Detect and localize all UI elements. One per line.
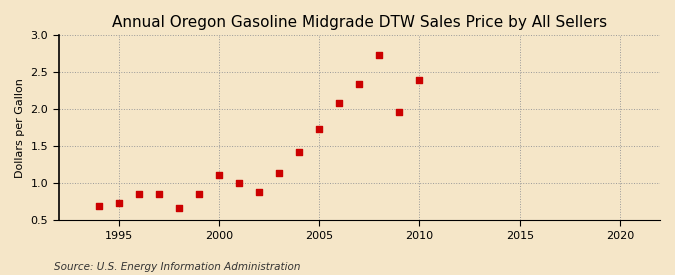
Point [414,78,425,82]
Point [374,52,385,57]
Point [173,206,184,211]
Point [274,171,285,175]
Point [134,191,144,196]
Point [294,150,304,155]
Point [214,173,225,177]
Point [314,127,325,131]
Point [113,201,124,205]
Point [254,190,265,194]
Point [93,203,104,208]
Point [354,82,364,86]
Point [334,100,345,105]
Point [394,110,405,114]
Y-axis label: Dollars per Gallon: Dollars per Gallon [15,78,25,178]
Point [194,191,205,196]
Point [234,180,244,185]
Text: Source: U.S. Energy Information Administration: Source: U.S. Energy Information Administ… [54,262,300,272]
Title: Annual Oregon Gasoline Midgrade DTW Sales Price by All Sellers: Annual Oregon Gasoline Midgrade DTW Sale… [112,15,607,30]
Point [153,191,164,196]
